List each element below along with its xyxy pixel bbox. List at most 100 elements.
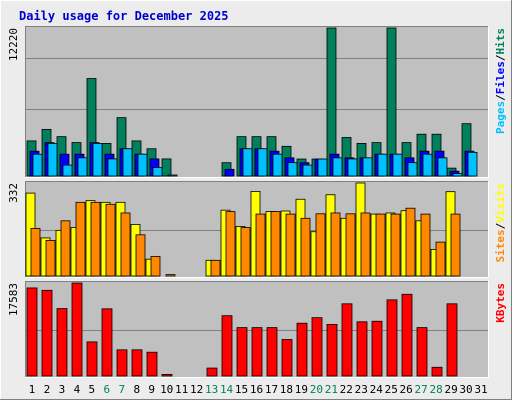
x-tick-label: 21 bbox=[325, 383, 338, 396]
x-tick-label: 12 bbox=[190, 383, 203, 396]
legend-separator: / bbox=[494, 222, 507, 229]
bar-pages bbox=[452, 173, 463, 177]
bar-pages bbox=[392, 153, 403, 177]
chart-title: Daily usage for December 2025 bbox=[19, 9, 229, 23]
legend-separator: / bbox=[494, 94, 507, 101]
bar-kbytes bbox=[116, 349, 128, 377]
bar-kbytes bbox=[206, 367, 218, 377]
bar-sites bbox=[435, 241, 446, 277]
x-tick-label: 1 bbox=[29, 383, 36, 396]
x-tick-label: 18 bbox=[280, 383, 293, 396]
bar-kbytes bbox=[26, 287, 38, 377]
bar-kbytes bbox=[431, 366, 443, 377]
bar-sites bbox=[300, 217, 311, 277]
bar-kbytes bbox=[86, 341, 98, 377]
bar-kbytes bbox=[101, 308, 113, 377]
bar-pages bbox=[137, 153, 148, 177]
legend-kbytes: KBytes bbox=[494, 283, 507, 323]
legend-hits_files_pages: Pages/Files/Hits bbox=[494, 28, 507, 134]
bar-kbytes bbox=[131, 349, 143, 377]
bar-sites bbox=[390, 213, 401, 277]
bar-pages bbox=[437, 157, 448, 177]
x-tick-label: 22 bbox=[340, 383, 353, 396]
bar-sites bbox=[420, 213, 431, 277]
bar-kbytes bbox=[341, 303, 353, 377]
bar-kbytes bbox=[371, 320, 383, 377]
bar-pages bbox=[167, 174, 178, 177]
bar-kbytes bbox=[41, 289, 53, 377]
y-max-label: 17583 bbox=[7, 283, 20, 316]
bar-sites bbox=[315, 213, 326, 277]
x-tick-label: 26 bbox=[400, 383, 413, 396]
bar-kbytes bbox=[326, 324, 338, 377]
bar-sites bbox=[120, 212, 131, 277]
x-tick-label: 27 bbox=[415, 383, 428, 396]
bar-sites bbox=[30, 227, 41, 277]
bar-sites bbox=[345, 213, 356, 277]
x-tick-label: 28 bbox=[429, 383, 442, 396]
x-tick-label: 11 bbox=[175, 383, 188, 396]
legend-separator: / bbox=[494, 54, 507, 61]
bar-sites bbox=[225, 211, 236, 277]
x-tick-label: 6 bbox=[104, 383, 111, 396]
x-tick-label: 7 bbox=[118, 383, 125, 396]
bar-kbytes bbox=[251, 327, 263, 377]
legend-sites: Sites bbox=[494, 229, 507, 262]
bar-sites bbox=[135, 234, 146, 277]
legend-kbytes: KBytes bbox=[494, 283, 507, 323]
bar-sites bbox=[240, 227, 251, 277]
legend-visits: Visits bbox=[494, 183, 507, 223]
x-tick-label: 24 bbox=[370, 383, 384, 396]
bar-pages bbox=[287, 162, 298, 177]
bar-kbytes bbox=[281, 339, 293, 377]
bar-kbytes bbox=[221, 315, 233, 377]
bar-kbytes bbox=[446, 303, 458, 377]
bar-pages bbox=[332, 157, 343, 177]
y-max-label: 332 bbox=[7, 183, 20, 203]
bar-kbytes bbox=[356, 321, 368, 377]
x-tick-label: 19 bbox=[295, 383, 308, 396]
bar-pages bbox=[62, 164, 73, 177]
series-visits bbox=[25, 182, 456, 277]
x-tick-label: 31 bbox=[474, 383, 487, 396]
bar-sites bbox=[90, 201, 101, 277]
bar-sites bbox=[375, 213, 386, 277]
bar-hits bbox=[161, 158, 172, 177]
bar-kbytes bbox=[236, 327, 248, 377]
legend-files: Files bbox=[494, 61, 507, 94]
x-tick-label: 20 bbox=[310, 383, 323, 396]
bar-sites bbox=[405, 207, 416, 277]
bar-pages bbox=[122, 148, 133, 177]
bar-sites bbox=[210, 259, 221, 277]
panel-visits_sites: 332 Sites/Visits bbox=[7, 181, 507, 278]
bar-sites bbox=[450, 213, 461, 277]
bar-kbytes bbox=[71, 282, 83, 377]
x-tick-label: 10 bbox=[160, 383, 173, 396]
x-tick-label: 14 bbox=[220, 383, 234, 396]
bar-pages bbox=[467, 151, 478, 177]
x-tick-label: 13 bbox=[205, 383, 218, 396]
bar-pages bbox=[257, 148, 268, 177]
bar-kbytes bbox=[146, 351, 158, 377]
bar-pages bbox=[32, 153, 43, 177]
x-tick-label: 30 bbox=[459, 383, 472, 396]
bar-sites bbox=[270, 211, 281, 277]
x-tick-label: 8 bbox=[133, 383, 140, 396]
bar-sites bbox=[330, 212, 341, 277]
bar-sites bbox=[360, 212, 371, 277]
panel-kbytes: 17583 KBytes bbox=[7, 281, 507, 378]
bar-pages bbox=[347, 158, 358, 177]
x-tick-label: 4 bbox=[74, 383, 81, 396]
bar-pages bbox=[272, 153, 283, 177]
x-tick-label: 3 bbox=[59, 383, 66, 396]
bar-sites bbox=[60, 220, 71, 277]
bar-kbytes bbox=[161, 374, 173, 377]
x-tick-label: 29 bbox=[444, 383, 457, 396]
x-tick-label: 16 bbox=[250, 383, 263, 396]
bar-sites bbox=[75, 201, 86, 277]
x-tick-label: 9 bbox=[148, 383, 155, 396]
series-sites bbox=[30, 201, 461, 277]
